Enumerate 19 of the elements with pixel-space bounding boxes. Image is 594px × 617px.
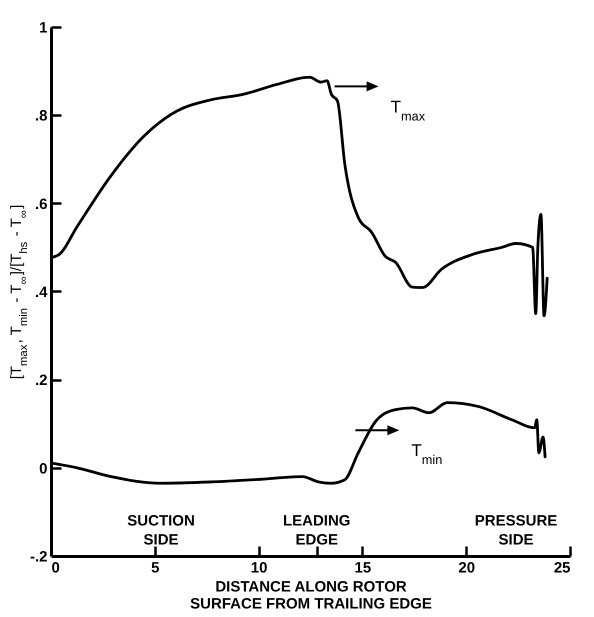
x-tick-label: 10 [250,560,268,576]
y-tick-label: .4 [34,284,48,301]
y-tick-label: .6 [34,196,48,213]
x-tick-label: 5 [151,560,160,576]
y-tick-label: 0 [39,460,48,478]
x-tick-label: 20 [458,560,476,576]
annotation: PRESSURE SIDE [474,512,558,549]
series-label: T$_{min}$ [411,441,442,467]
x-tick-label: 15 [354,560,372,576]
y-tick-label: .2 [34,372,48,390]
annotation: SUCTION SIDE [127,512,195,549]
y-tick-label: 1 [39,20,48,36]
annotation: LEADING EDGE [282,512,350,549]
x-axis-title: DISTANCE ALONG ROTOR SURFACE FROM TRAILING EDGE [190,578,432,612]
x-tick-label: 0 [52,560,60,576]
y-tick-label: .8 [34,108,48,125]
x-tick-label: 25 [554,560,570,576]
y-tick-label: -.2 [30,548,48,566]
text: T$_{max}$ [390,97,426,123]
